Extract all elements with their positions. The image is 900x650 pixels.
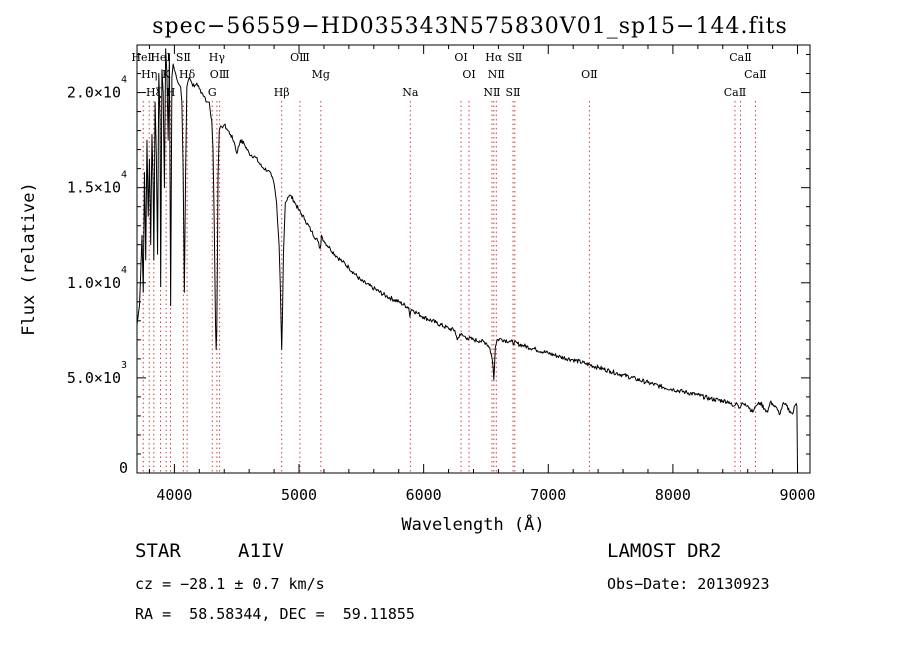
line-label: Na [402,86,419,99]
y-tick-label: 0 [119,459,128,477]
line-label: Hξ [146,86,162,99]
object-subclass: A1IV [238,540,284,562]
y-axis-label: Flux (relative) [19,182,39,336]
y-tick-exponent: 4 [121,265,127,276]
line-label: HeⅠ [150,51,170,64]
emission-line-markers [142,101,756,473]
observation-date: Obs−Date: 20130923 [607,575,770,593]
y-tick-label: 1.5×10 [67,179,121,197]
line-label: SⅡ [507,51,522,64]
y-tick-label: 5.0×10 [67,369,121,387]
line-label: Hγ [209,51,226,64]
line-label: OⅡ [581,68,598,81]
x-tick-label: 8000 [655,486,691,504]
line-label: Mg [312,68,330,81]
y-tick-label: 1.0×10 [67,274,121,292]
y-tick-exponent: 4 [121,170,127,181]
x-tick-label: 9000 [779,486,815,504]
y-tick-exponent: 4 [121,75,127,86]
line-label: Hδ [179,68,196,81]
x-tick-label: 4000 [156,486,192,504]
spectrum-curve [137,48,799,473]
spectrum-curve-group [137,48,799,473]
line-label: OⅢ [290,51,310,64]
survey-name: LAMOST DR2 [607,540,722,562]
line-label: OⅠ [462,68,475,81]
ra-dec: RA = 58.58344, DEC = 59.11855 [135,605,415,623]
x-tick-label: 7000 [530,486,566,504]
x-axis-ticks: 4000 5000 6000 7000 8000 9000 [148,45,816,504]
object-class: STAR [135,540,181,562]
line-label: CaⅡ [729,51,751,64]
line-label: CaⅡ [744,68,766,81]
emission-line-labels: HeⅡHηHξHeⅠKHSⅡHδGHγOⅢHβOⅢMgNaOⅠOⅠNⅡHαNⅡS… [131,51,766,99]
line-label: SⅡ [505,86,520,99]
redshift-cz: cz = −28.1 ± 0.7 km/s [135,575,325,593]
line-label: SⅡ [176,51,191,64]
line-label: Hβ [274,86,290,99]
line-label: OⅠ [454,51,467,64]
line-label: G [208,86,217,99]
line-label: NⅡ [488,68,505,81]
y-tick-exponent: 3 [121,360,127,371]
x-tick-label: 5000 [281,486,317,504]
line-label: Hη [141,68,157,81]
line-label: H [166,86,176,99]
line-label: Hα [485,51,503,64]
line-label: OⅢ [210,68,230,81]
x-tick-label: 6000 [406,486,442,504]
x-axis-label: Wavelength (Å) [401,513,544,535]
line-label: CaⅡ [724,86,746,99]
line-label: NⅡ [483,86,500,99]
chart-title: spec−56559−HD035343N575830V01_sp15−144.f… [152,14,788,39]
plot-frame [136,44,811,474]
y-tick-label: 2.0×10 [67,84,121,102]
